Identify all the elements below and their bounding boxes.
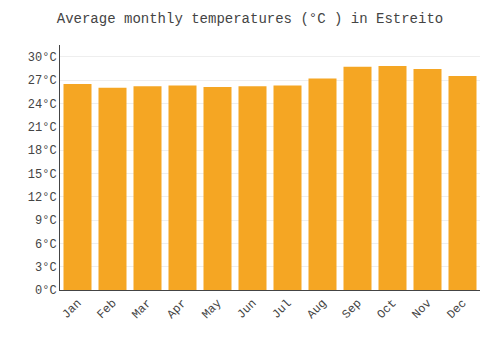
svg-text:Jul: Jul [269,297,294,322]
svg-text:30°C: 30°C [28,51,57,65]
svg-text:Feb: Feb [94,297,119,322]
svg-text:3°C: 3°C [35,261,57,275]
svg-text:9°C: 9°C [35,214,57,228]
svg-text:Aug: Aug [304,297,329,322]
svg-text:15°C: 15°C [28,168,57,182]
svg-text:Average monthly temperatures (: Average monthly temperatures (°C ) in Es… [57,11,443,27]
svg-text:27°C: 27°C [28,74,57,88]
svg-text:18°C: 18°C [28,144,57,158]
svg-text:24°C: 24°C [28,98,57,112]
svg-text:Oct: Oct [374,297,399,322]
svg-text:Nov: Nov [409,297,434,322]
svg-text:Sep: Sep [339,297,364,322]
svg-text:12°C: 12°C [28,191,57,205]
svg-text:0°C: 0°C [35,284,57,298]
svg-text:Apr: Apr [164,297,189,322]
svg-text:Mar: Mar [129,297,154,322]
svg-text:May: May [199,297,224,322]
svg-text:Jun: Jun [234,297,259,322]
svg-text:21°C: 21°C [28,121,57,135]
svg-text:Jan: Jan [59,297,84,322]
svg-text:6°C: 6°C [35,238,57,252]
svg-text:Dec: Dec [444,297,469,322]
